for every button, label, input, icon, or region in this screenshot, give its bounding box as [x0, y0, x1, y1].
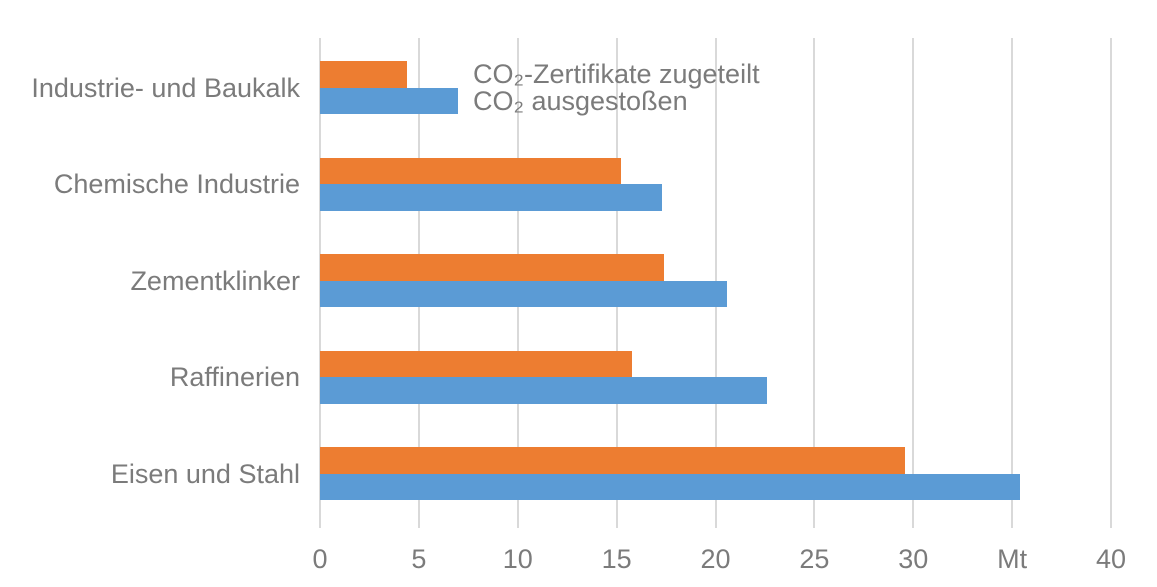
x-axis-tick	[615, 521, 618, 528]
gridline	[813, 38, 816, 521]
category-label: Chemische Industrie	[53, 169, 300, 200]
legend-label-ausgestossen: CO₂ ausgestoßen	[473, 86, 688, 116]
x-tick-label: 40	[1095, 544, 1127, 574]
bar-series-2	[320, 280, 728, 308]
gridline	[714, 38, 717, 521]
bar-series-2	[320, 473, 1021, 501]
x-axis-tick	[912, 521, 915, 528]
x-tick-label: 10	[502, 544, 533, 574]
category-label: Industrie- und Baukalk	[31, 72, 300, 103]
x-tick-label: 0	[312, 544, 328, 574]
bar-series-1	[320, 350, 633, 378]
category-label: Raffinerien	[169, 362, 300, 393]
plot-area	[319, 38, 1112, 528]
x-tick-label: 20	[700, 544, 731, 574]
bar-series-1	[320, 447, 906, 474]
bar-series-1	[320, 254, 665, 281]
legend-label-zertifikate-zugeteilt: CO₂-Zertifikate zugeteilt	[473, 59, 760, 89]
x-axis-tick	[714, 521, 717, 528]
gridline	[1011, 38, 1014, 521]
x-axis-tick	[417, 521, 420, 528]
x-axis-tick	[319, 521, 321, 528]
x-axis-tick	[1011, 521, 1014, 528]
category-label: Zementklinker	[130, 265, 300, 296]
bar-series-1	[320, 157, 621, 185]
bar-series-2	[320, 377, 767, 404]
bar-series-1	[320, 61, 407, 88]
bar-series-2	[320, 87, 459, 114]
x-tick-label: 5	[411, 544, 427, 574]
x-tick-label: 30	[898, 544, 929, 574]
x-tick-label: 25	[799, 544, 830, 574]
x-axis-tick	[1110, 521, 1112, 528]
gridline	[912, 38, 915, 521]
x-tick-label: 15	[601, 544, 632, 574]
x-axis-unit-label: Mt	[997, 544, 1028, 574]
bar-series-2	[320, 184, 663, 211]
category-label: Eisen und Stahl	[110, 458, 300, 489]
x-axis-tick	[516, 521, 519, 528]
x-axis-tick	[813, 521, 816, 528]
gridline	[1110, 38, 1112, 521]
